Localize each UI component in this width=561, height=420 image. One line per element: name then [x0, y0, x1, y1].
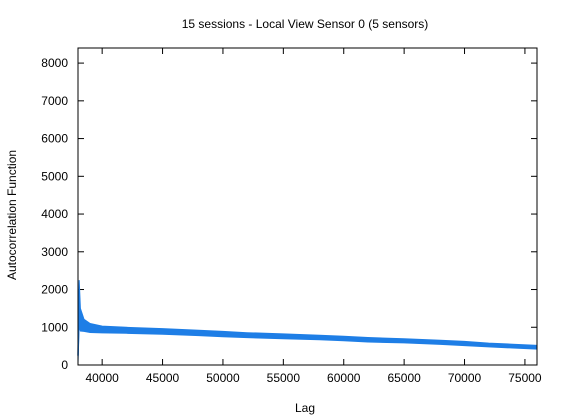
- series-band: [77, 280, 538, 364]
- x-tick-label: 40000: [85, 371, 119, 385]
- y-tick-label: 8000: [41, 56, 68, 70]
- x-tick-label: 55000: [267, 371, 301, 385]
- y-tick-label: 2000: [41, 283, 68, 297]
- plot-frame: [77, 47, 538, 366]
- y-tick-label: 0: [61, 358, 68, 372]
- series-line: [77, 302, 538, 356]
- y-tick-label: 1000: [41, 320, 68, 334]
- chart-title: 15 sessions - Local View Sensor 0 (5 sen…: [182, 17, 429, 31]
- ticks-layer: 40000 45000 50000 55000 60000 65000 70000 75000…: [41, 48, 542, 385]
- y-tick-label: 4000: [41, 207, 68, 221]
- x-tick-label: 70000: [448, 371, 482, 385]
- x-tick-label: 75000: [508, 371, 542, 385]
- x-axis-label: Lag: [295, 401, 315, 415]
- x-tick-label: 45000: [146, 371, 180, 385]
- x-tick-label: 60000: [327, 371, 361, 385]
- y-tick-label: 6000: [41, 132, 68, 146]
- series-layer: [77, 280, 538, 364]
- y-axis-label: Autocorrelation Function: [5, 150, 19, 280]
- y-tick-label: 3000: [41, 245, 68, 259]
- x-tick-label: 65000: [387, 371, 421, 385]
- x-tick-label: 50000: [206, 371, 240, 385]
- y-tick-label: 5000: [41, 169, 68, 183]
- y-tick-label: 7000: [41, 94, 68, 108]
